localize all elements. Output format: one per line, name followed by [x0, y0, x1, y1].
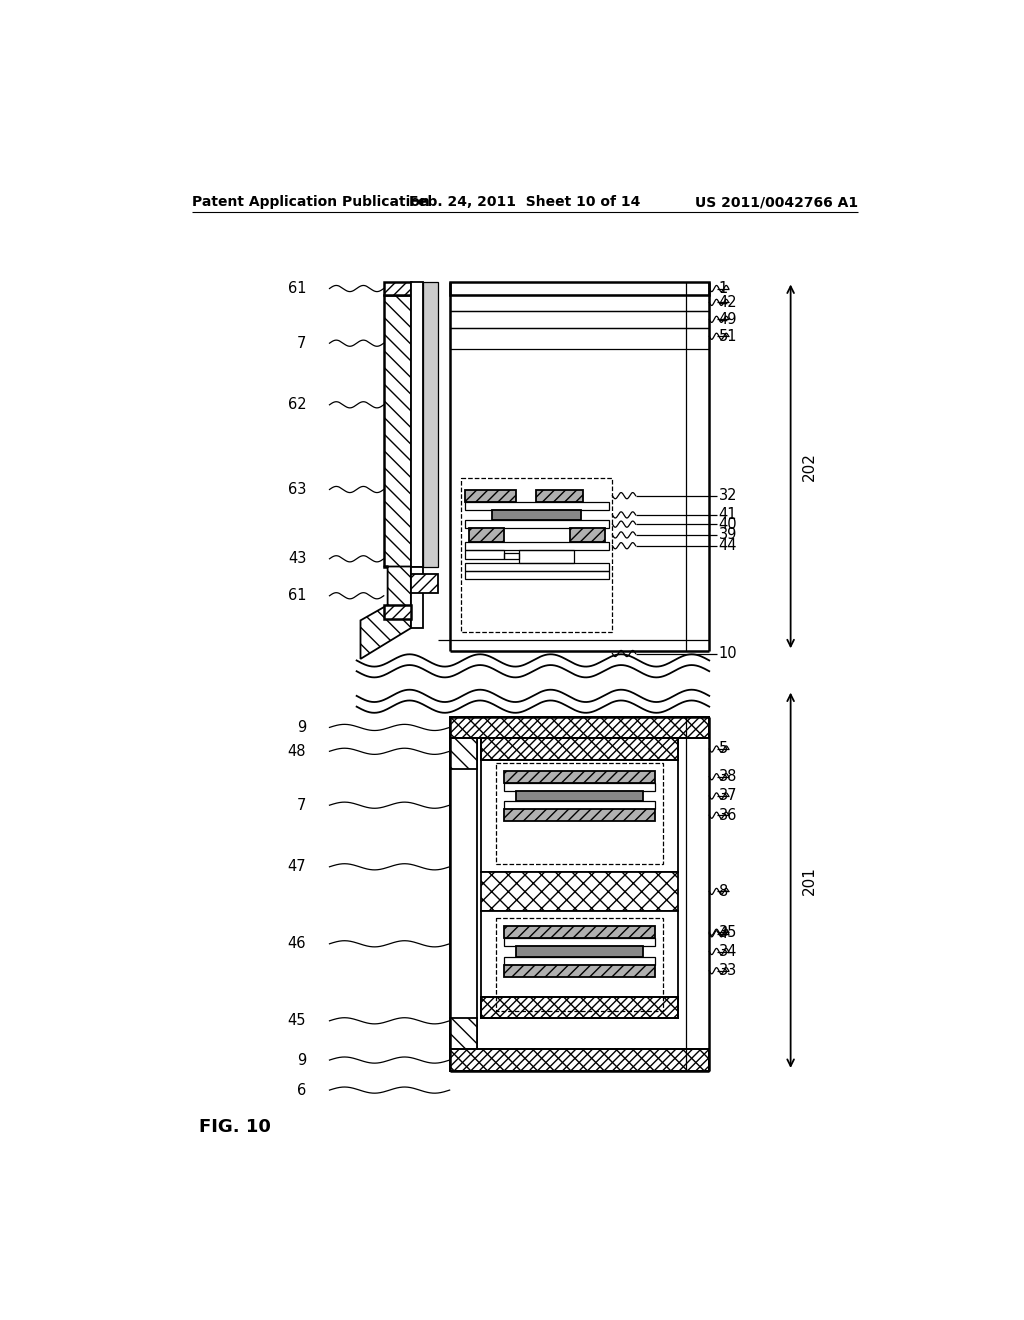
- Bar: [450, 738, 477, 1049]
- Polygon shape: [411, 566, 423, 628]
- Text: FIG. 10: FIG. 10: [200, 1118, 271, 1137]
- Bar: [465, 572, 608, 579]
- Bar: [465, 490, 515, 502]
- Bar: [480, 911, 678, 1019]
- Bar: [384, 296, 411, 566]
- Text: 35: 35: [719, 925, 737, 940]
- Bar: [480, 738, 678, 873]
- Bar: [480, 738, 678, 760]
- Text: 202: 202: [802, 451, 816, 480]
- Text: Feb. 24, 2011  Sheet 10 of 14: Feb. 24, 2011 Sheet 10 of 14: [410, 195, 640, 210]
- Bar: [450, 717, 710, 738]
- Bar: [504, 801, 655, 809]
- Text: 47: 47: [288, 859, 306, 874]
- Text: 45: 45: [288, 1014, 306, 1028]
- Bar: [537, 490, 583, 502]
- Text: 62: 62: [288, 397, 306, 412]
- Bar: [384, 605, 411, 619]
- Bar: [450, 296, 710, 312]
- Bar: [480, 738, 678, 760]
- Bar: [496, 763, 663, 865]
- Bar: [450, 1049, 710, 1071]
- Bar: [450, 738, 477, 770]
- Bar: [493, 510, 582, 520]
- Text: 34: 34: [719, 944, 737, 960]
- Text: 37: 37: [719, 788, 737, 804]
- Bar: [515, 791, 643, 801]
- Bar: [465, 549, 504, 558]
- Bar: [411, 574, 438, 594]
- Bar: [504, 927, 655, 939]
- Text: 38: 38: [719, 770, 737, 784]
- Bar: [496, 919, 663, 1011]
- Bar: [450, 1049, 710, 1071]
- Text: 46: 46: [288, 936, 306, 952]
- Text: 8: 8: [719, 884, 728, 899]
- Bar: [504, 809, 655, 821]
- Text: 40: 40: [719, 516, 737, 532]
- Bar: [480, 997, 678, 1019]
- Bar: [465, 543, 608, 549]
- Text: US 2011/0042766 A1: US 2011/0042766 A1: [695, 195, 858, 210]
- Text: 9: 9: [297, 719, 306, 735]
- Text: 42: 42: [719, 294, 737, 310]
- Bar: [450, 281, 710, 296]
- Text: 201: 201: [802, 866, 816, 895]
- Text: 9: 9: [297, 1052, 306, 1068]
- Text: 41: 41: [719, 507, 737, 523]
- Bar: [465, 520, 608, 528]
- Text: 44: 44: [719, 539, 737, 553]
- Text: 36: 36: [719, 808, 737, 822]
- Bar: [504, 965, 655, 977]
- Bar: [569, 528, 604, 541]
- Text: 61: 61: [288, 281, 306, 296]
- Bar: [461, 478, 612, 632]
- Text: 51: 51: [719, 329, 737, 343]
- Text: 32: 32: [719, 488, 737, 503]
- Text: 7: 7: [297, 797, 306, 813]
- Bar: [504, 957, 655, 965]
- Text: 10: 10: [719, 645, 737, 661]
- Bar: [504, 771, 655, 783]
- Bar: [515, 946, 643, 957]
- Bar: [519, 549, 573, 564]
- Bar: [450, 717, 710, 738]
- Text: 33: 33: [719, 964, 737, 978]
- Text: 6: 6: [297, 1082, 306, 1098]
- Bar: [504, 553, 519, 558]
- Text: 48: 48: [288, 743, 306, 759]
- Text: Patent Application Publication: Patent Application Publication: [191, 195, 429, 210]
- Text: 61: 61: [288, 589, 306, 603]
- Text: 49: 49: [719, 312, 737, 327]
- Text: 4: 4: [719, 927, 728, 941]
- Bar: [480, 997, 678, 1019]
- Text: 43: 43: [288, 552, 306, 566]
- Bar: [480, 873, 678, 911]
- Bar: [465, 564, 608, 572]
- Bar: [450, 1019, 477, 1049]
- Text: 7: 7: [297, 335, 306, 351]
- Bar: [504, 783, 655, 791]
- Bar: [469, 528, 504, 541]
- Text: 39: 39: [719, 528, 737, 543]
- Bar: [384, 281, 411, 296]
- Bar: [423, 281, 438, 566]
- Bar: [465, 502, 608, 510]
- Bar: [504, 939, 655, 946]
- Text: 63: 63: [288, 482, 306, 498]
- Bar: [450, 327, 710, 350]
- Text: 5: 5: [719, 742, 728, 756]
- Bar: [450, 312, 710, 327]
- Polygon shape: [360, 566, 411, 659]
- Bar: [411, 281, 423, 566]
- Text: 1: 1: [719, 281, 728, 296]
